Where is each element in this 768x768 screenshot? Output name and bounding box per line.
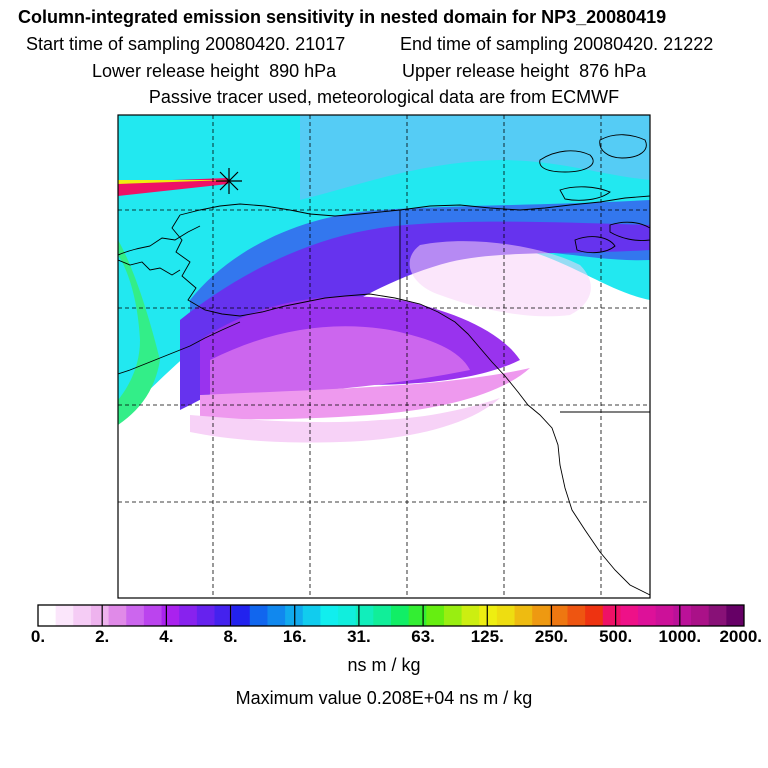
colorbar-cell (196, 605, 215, 626)
colorbar-cell (126, 605, 145, 626)
colorbar-cell (214, 605, 233, 626)
colorbar-cell (373, 605, 392, 626)
colorbar-cell (620, 605, 639, 626)
colorbar-tick-label: 1000. (658, 627, 702, 646)
coastlines (118, 134, 650, 596)
colorbar-cell (655, 605, 674, 626)
colorbar-cell (691, 605, 710, 626)
colorbar-tick-label: 8. (223, 627, 238, 646)
yellow-streak (118, 180, 228, 184)
maximum-value-label: Maximum value 0.208E+04 ns m / kg (235, 688, 533, 708)
colorbar-cell (479, 605, 498, 626)
colorbar-cell (338, 605, 357, 626)
map-frame (117, 114, 651, 599)
colorbar-tick-label: 250. (534, 627, 568, 646)
colorbar-cell (267, 605, 286, 626)
upper-release-label: Upper release height 876 hPa (402, 61, 647, 81)
colorbar-cell (249, 605, 268, 626)
colorbar-cell (232, 605, 251, 626)
colorbar-tick-label: 125. (470, 627, 504, 646)
colorbar-cell (443, 605, 463, 626)
colorbar-cell (108, 605, 127, 626)
colorbar-tick-label: 63. (411, 627, 435, 646)
colorbar-cell (55, 605, 74, 626)
colorbar-cell (532, 605, 551, 626)
colorbar-cell (320, 605, 339, 626)
sensitivity-map (117, 114, 651, 599)
colorbar-cell (602, 605, 621, 626)
colorbar-tick-label: 2. (95, 627, 110, 646)
end-time-label: End time of sampling 20080420. 21222 (400, 34, 714, 54)
colorbar-cell (408, 605, 427, 626)
colorbar (37, 604, 745, 627)
colorbar-cell (673, 605, 692, 626)
colorbar-cell (90, 605, 110, 626)
colorbar-units: ns m / kg (347, 655, 421, 675)
colorbar-cell (391, 605, 410, 626)
colorbar-cell (496, 605, 516, 626)
colorbar-tick-label: 500. (599, 627, 633, 646)
colorbar-cell (549, 605, 568, 626)
green-edge-band (118, 240, 160, 425)
colorbar-cell (143, 605, 163, 626)
colorbar-cell (302, 605, 321, 626)
colorbar-cell (73, 605, 92, 626)
colorbar-cell (426, 605, 445, 626)
colorbar-cell (355, 605, 374, 626)
violet-band (180, 221, 650, 410)
colorbar-tick-label: 2000. (719, 627, 762, 646)
colorbar-cell (638, 605, 657, 626)
tracer-info: Passive tracer used, meteorological data… (148, 87, 620, 107)
colorbar-cell (514, 605, 533, 626)
colorbar-tick-label: 16. (282, 627, 307, 646)
colorbar-cell (38, 605, 57, 626)
figure-title: Column-integrated emission sensitivity i… (18, 7, 667, 27)
lower-release-label: Lower release height 890 hPa (92, 61, 337, 81)
colorbar-dividers (101, 605, 681, 626)
light-pink-fringe (190, 398, 500, 443)
colorbar-tick-label: 4. (159, 627, 174, 646)
colorbar-cell (161, 605, 180, 626)
map-fields (118, 115, 650, 598)
pink-fringe (200, 368, 530, 420)
colorbar-cell (567, 605, 586, 626)
colorbar-cell (585, 605, 604, 626)
colorbar-frame (37, 604, 745, 627)
sky-field (300, 115, 650, 200)
release-point-star (216, 168, 242, 194)
white-core (409, 241, 591, 317)
colorbar-tick-label: 31. (347, 627, 371, 646)
colorbar-tick-label: 0. (30, 627, 46, 646)
colorbar-cells (38, 605, 745, 626)
cyan-field (118, 115, 650, 420)
colorbar-cell (726, 605, 745, 626)
graticule (118, 115, 650, 598)
magenta-plume (210, 326, 470, 400)
colorbar-cell (179, 605, 198, 626)
colorbar-cell (461, 605, 480, 626)
start-time-label: Start time of sampling 20080420. 21017 (26, 34, 346, 54)
colorbar-cell (708, 605, 727, 626)
